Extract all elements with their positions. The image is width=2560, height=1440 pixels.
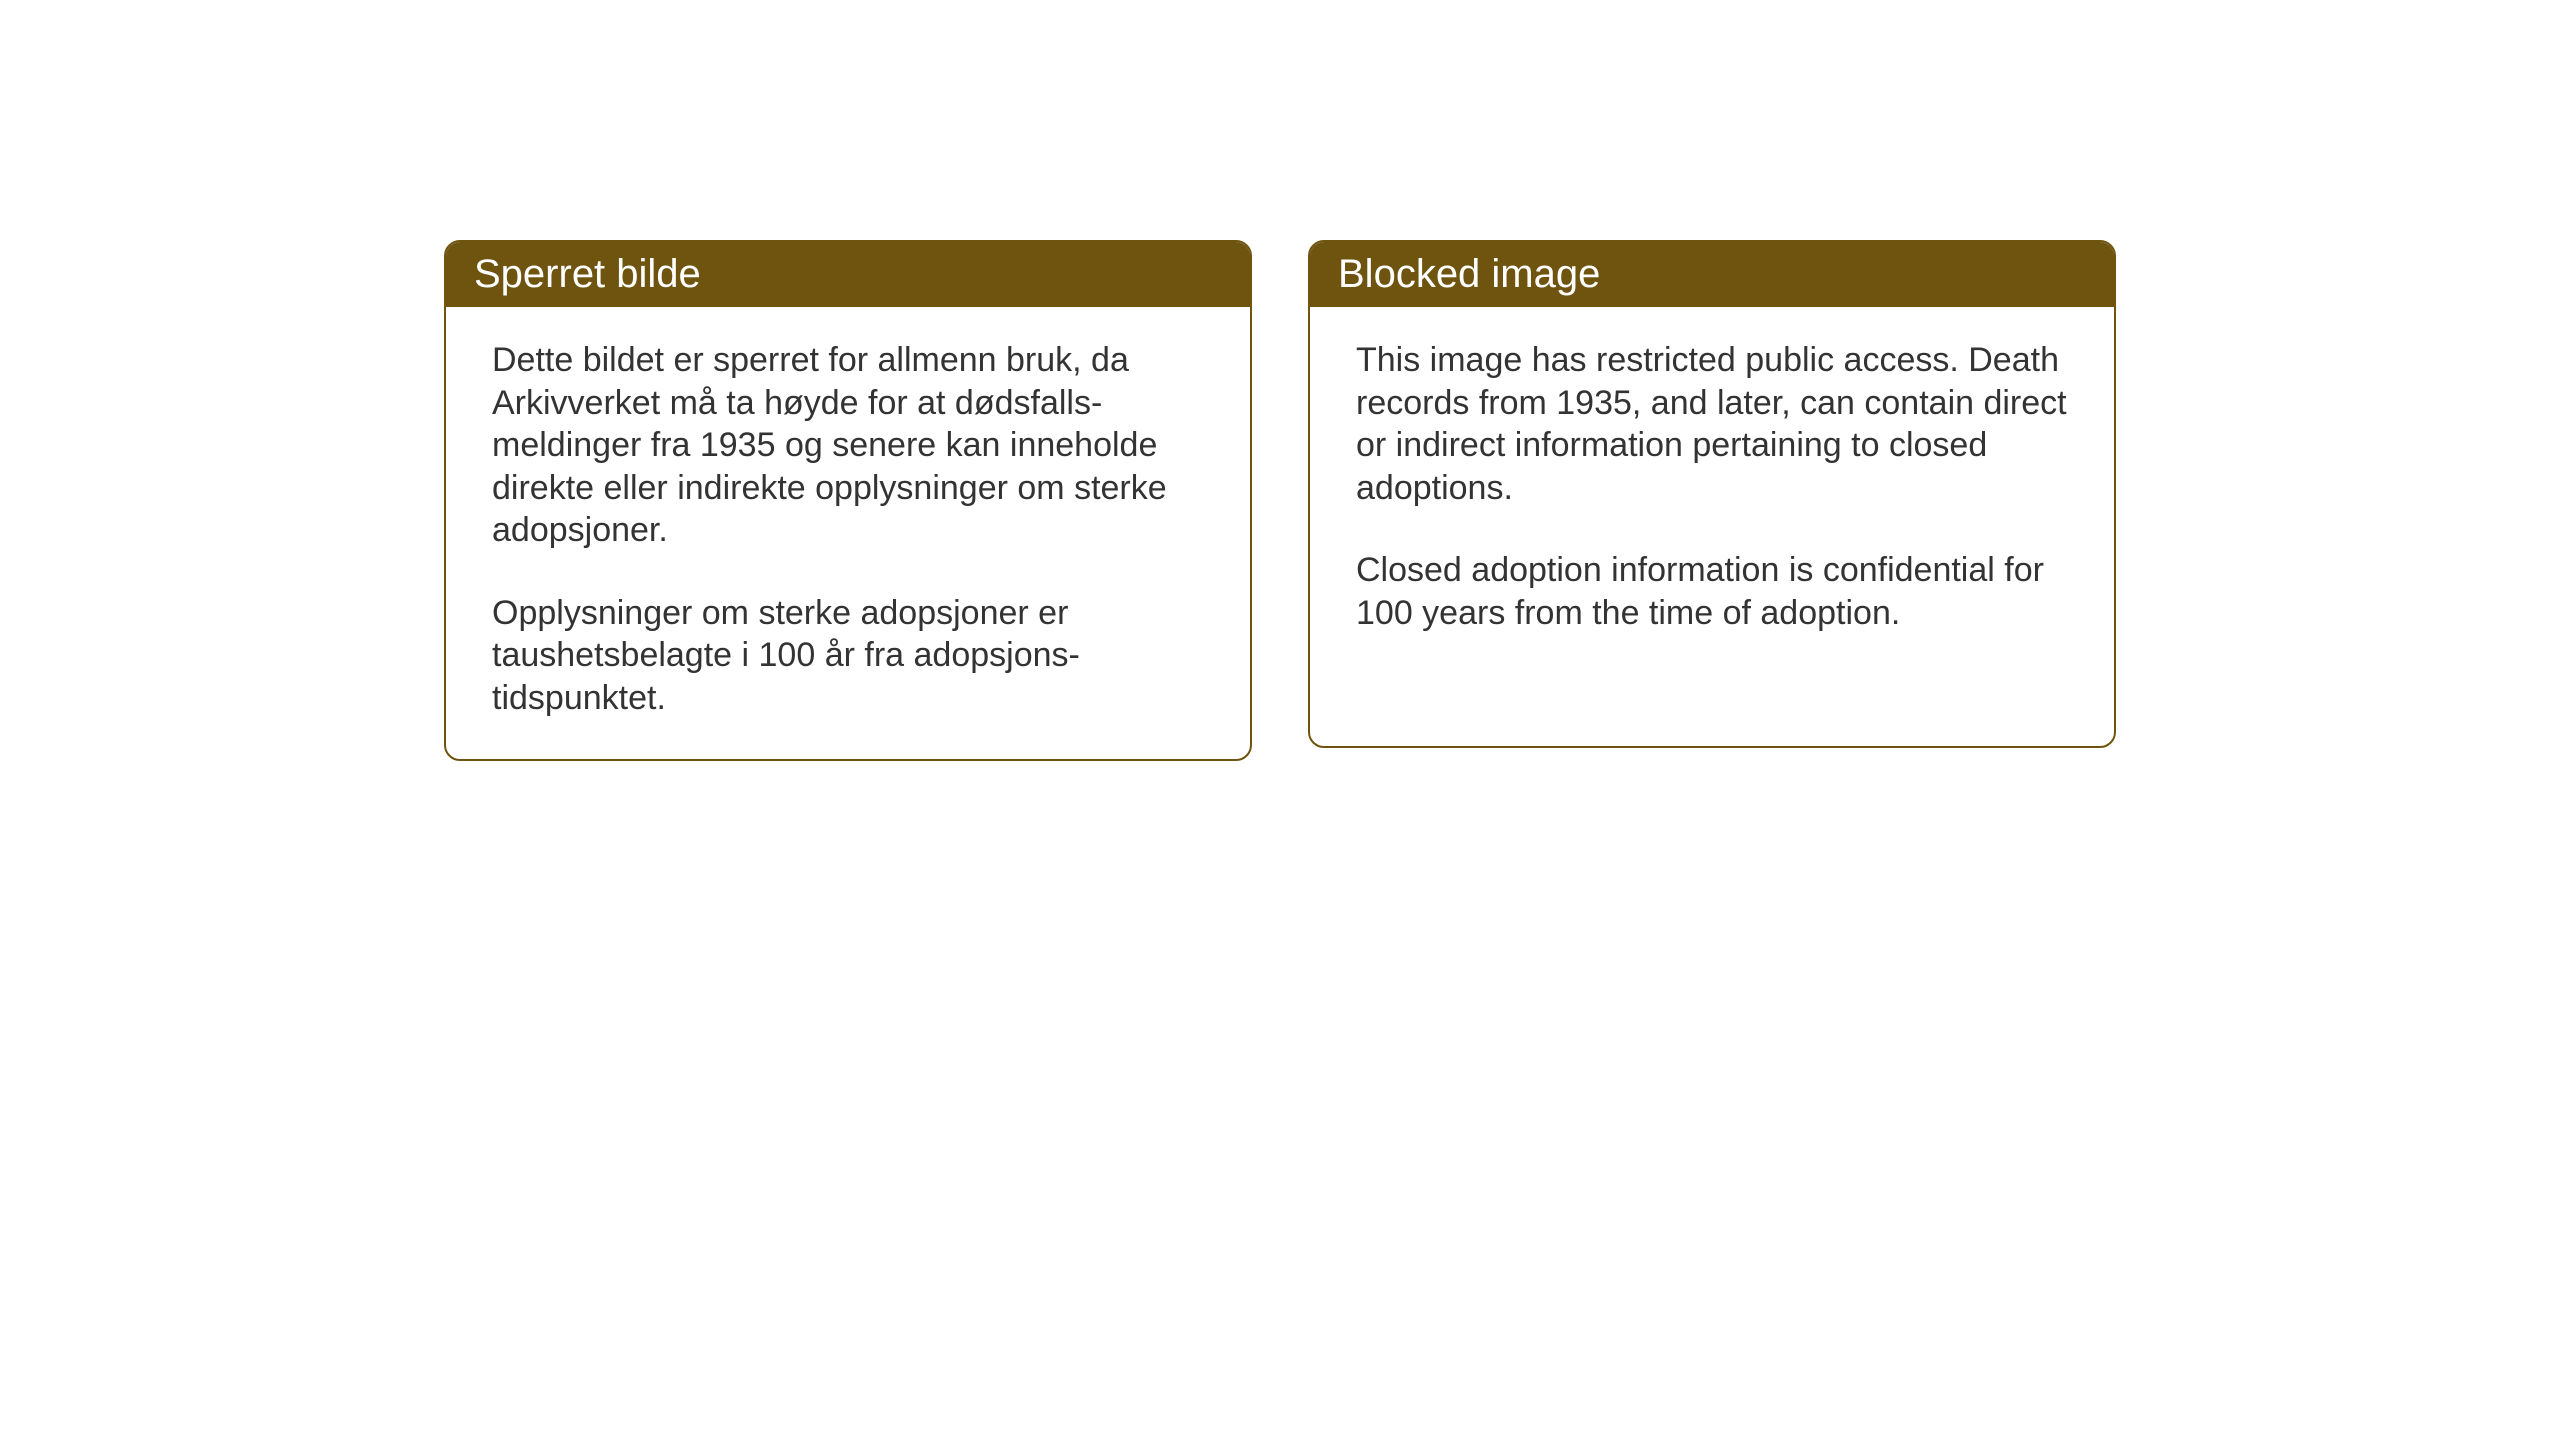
notice-box-norwegian: Sperret bilde Dette bildet er sperret fo…	[444, 240, 1252, 761]
notice-box-english: Blocked image This image has restricted …	[1308, 240, 2116, 748]
notice-header-english: Blocked image	[1310, 242, 2114, 307]
notice-paragraph-2-norwegian: Opplysninger om sterke adopsjoner er tau…	[492, 592, 1204, 720]
notice-title-english: Blocked image	[1338, 252, 1600, 296]
notice-header-norwegian: Sperret bilde	[446, 242, 1250, 307]
notice-title-norwegian: Sperret bilde	[474, 252, 701, 296]
notice-paragraph-1-english: This image has restricted public access.…	[1356, 339, 2068, 509]
notice-container: Sperret bilde Dette bildet er sperret fo…	[0, 0, 2560, 761]
notice-body-english: This image has restricted public access.…	[1310, 307, 2114, 674]
notice-body-norwegian: Dette bildet er sperret for allmenn bruk…	[446, 307, 1250, 759]
notice-paragraph-2-english: Closed adoption information is confident…	[1356, 549, 2068, 634]
notice-paragraph-1-norwegian: Dette bildet er sperret for allmenn bruk…	[492, 339, 1204, 552]
